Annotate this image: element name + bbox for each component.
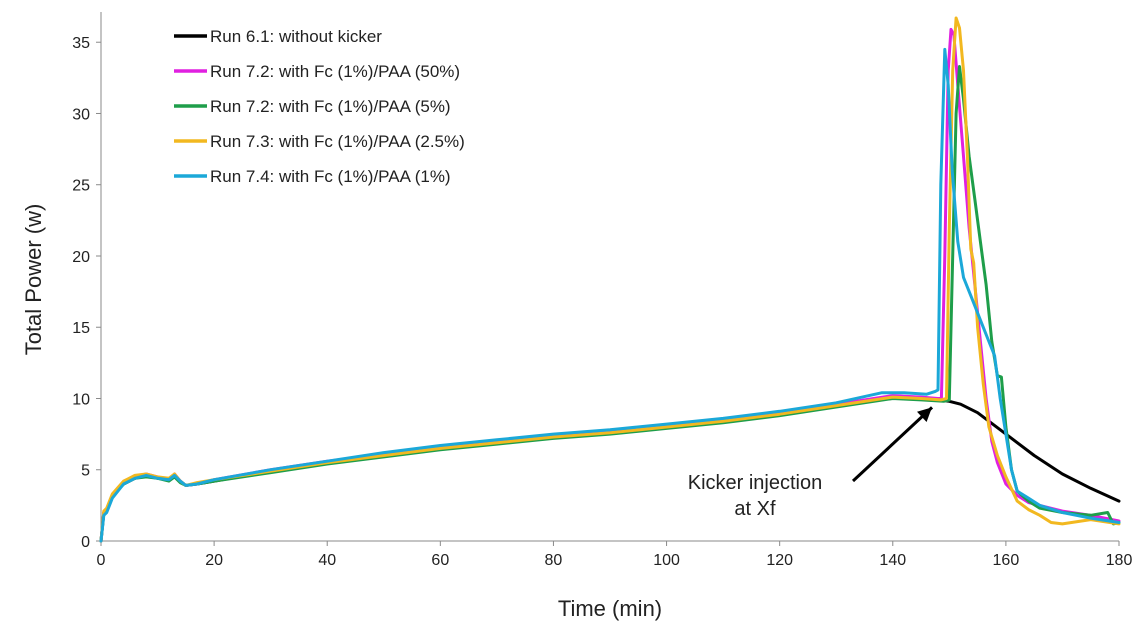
x-tick-label: 160	[993, 552, 1020, 569]
legend-label: Run 7.3: with Fc (1%)/PAA (2.5%)	[210, 132, 465, 151]
annotation-text: at Xf	[734, 498, 776, 520]
x-tick-label: 100	[653, 552, 680, 569]
x-tick-label: 0	[97, 552, 106, 569]
annotation-arrow	[851, 406, 934, 483]
x-tick-label: 180	[1106, 552, 1133, 569]
y-tick-label: 25	[72, 178, 90, 195]
series-line-1	[99, 395, 1121, 543]
y-tick-label: 10	[72, 391, 90, 408]
legend-label: Run 7.2: with Fc (1%)/PAA (50%)	[210, 62, 460, 81]
axes: 0 20 40 60 80 100 120 140 160 180 0 5 10 15 20 25 30 35	[72, 12, 1132, 569]
series-lines	[99, 16, 1121, 543]
x-tick-label: 140	[879, 552, 906, 569]
legend-label: Run 7.2: with Fc (1%)/PAA (5%)	[210, 97, 451, 116]
x-tick-label: 60	[431, 552, 449, 569]
annotation-text: Kicker injection	[688, 472, 823, 494]
y-tick-label: 35	[72, 35, 90, 52]
annotation: Kicker injection at Xf	[688, 406, 934, 520]
legend: Run 6.1: without kicker Run 7.2: with Fc …	[174, 27, 465, 186]
x-axis-title: Time (min)	[558, 596, 662, 621]
legend-label: Run 6.1: without kicker	[210, 27, 382, 46]
x-tick-label: 20	[205, 552, 223, 569]
series-line-5	[99, 47, 1121, 543]
y-tick-label: 15	[72, 320, 90, 337]
annotation-arrowhead	[917, 407, 933, 423]
legend-label: Run 7.4: with Fc (1%)/PAA (1%)	[210, 167, 451, 186]
y-tick-label: 30	[72, 106, 90, 123]
x-tick-label: 40	[318, 552, 336, 569]
x-tick-label: 120	[766, 552, 793, 569]
x-tick-label: 80	[545, 552, 563, 569]
y-tick-label: 5	[81, 463, 90, 480]
y-tick-label: 0	[81, 534, 90, 551]
y-axis-title: Total Power (w)	[21, 204, 46, 356]
y-tick-label: 20	[72, 249, 90, 266]
